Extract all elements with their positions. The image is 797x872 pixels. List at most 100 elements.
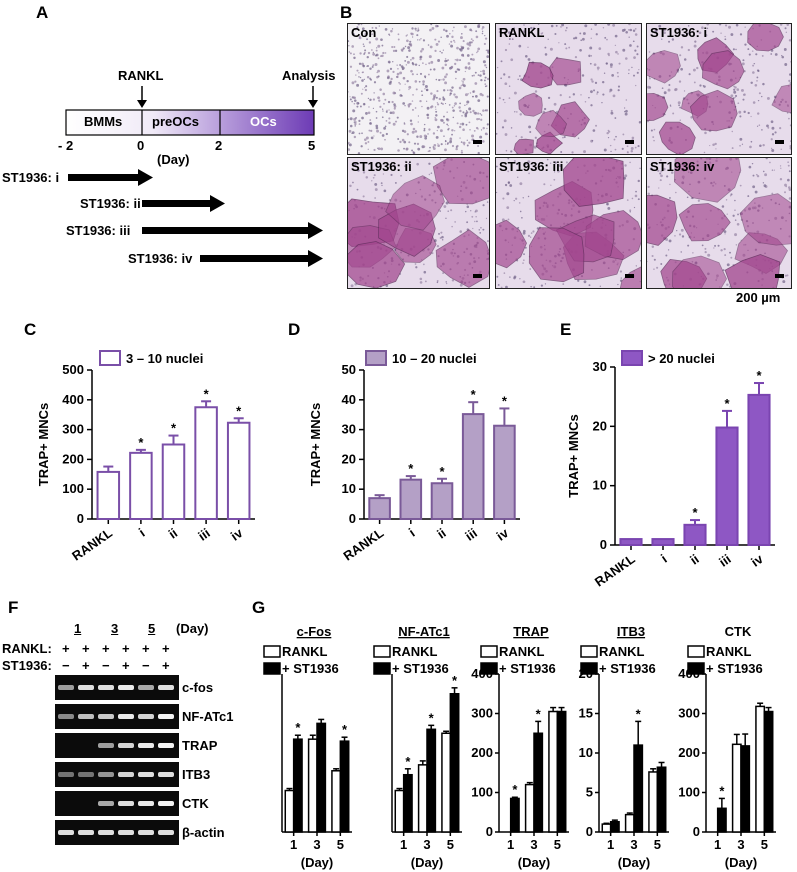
cell-dot <box>610 111 614 115</box>
osteoclast-cell <box>671 255 727 288</box>
cell-dot <box>480 114 483 116</box>
cell-dot <box>442 272 445 275</box>
x-tick-label: 5 <box>447 837 454 852</box>
cell-dot <box>596 93 598 95</box>
cell-dot <box>596 66 600 70</box>
cell-dot <box>397 149 400 152</box>
y-tick-label: 200 <box>62 451 84 466</box>
panel-label-b: B <box>340 3 353 22</box>
cell-dot <box>436 279 439 282</box>
cell-dot <box>372 52 376 56</box>
cell-dot <box>624 110 626 113</box>
cell-dot <box>433 68 436 71</box>
x-tick-label: ii <box>687 551 702 567</box>
cell-dot <box>739 145 741 147</box>
cell-dot <box>779 178 783 181</box>
cell-dot <box>440 102 443 105</box>
cell-dot <box>617 75 619 78</box>
cell-dot <box>788 79 791 83</box>
cell-dot <box>755 173 758 176</box>
cell-dot <box>447 59 450 61</box>
cell-dot <box>629 44 632 47</box>
legend-label: + ST1936 <box>599 661 656 676</box>
cell-dot <box>464 113 468 116</box>
cell-dot <box>558 42 560 44</box>
cell-dot <box>750 81 753 85</box>
cell-dot <box>464 93 468 97</box>
x-tick-label: ii <box>166 525 181 541</box>
cell-dot <box>356 26 359 29</box>
cell-dot <box>476 51 478 54</box>
cell-dot <box>677 101 681 105</box>
significance-marker: * <box>295 720 301 735</box>
micrograph-label: Con <box>351 25 377 40</box>
cell-dot <box>444 81 448 85</box>
cell-dot <box>423 270 427 274</box>
x-tick-label: RANKL <box>592 551 638 589</box>
cell-dot <box>623 107 626 109</box>
cell-dot <box>437 59 441 62</box>
cell-dot <box>447 124 449 127</box>
cell-dot <box>422 62 424 65</box>
cell-dot <box>485 217 488 220</box>
cell-dot <box>352 96 355 99</box>
cell-dot <box>393 107 396 110</box>
cell-dot <box>462 81 464 83</box>
cell-dot <box>707 253 711 257</box>
x-tick-label: 3 <box>737 837 744 852</box>
cell-dot <box>564 43 567 46</box>
legend-label: RANKL <box>499 644 545 659</box>
cell-dot <box>756 69 760 72</box>
cell-dot <box>639 259 641 262</box>
cell-dot <box>765 158 768 160</box>
cell-dot <box>659 158 662 162</box>
cell-dot <box>435 110 438 113</box>
cell-dot <box>416 135 419 138</box>
cell-dot <box>404 105 406 107</box>
cell-dot <box>393 103 396 106</box>
cell-dot <box>788 39 791 42</box>
gel-band <box>158 772 174 777</box>
cell-dot <box>515 135 517 138</box>
day-header-5: 5 <box>148 621 156 636</box>
chart-e: > 20 nuclei TRAP+ MNCs 0 10 20 30 RANKL i * ii * ii… <box>566 350 775 590</box>
rankl-sign: + <box>122 641 130 656</box>
cell-dot <box>348 129 352 133</box>
cell-dot <box>592 129 596 132</box>
gel-band <box>78 830 94 835</box>
cell-dot <box>434 117 436 119</box>
osteoclast-cell <box>432 158 489 205</box>
cell-dot <box>469 92 472 94</box>
cell-dot <box>366 76 370 79</box>
micrograph-label: ST1936: iv <box>650 159 715 174</box>
y-tick-label: 300 <box>62 422 84 437</box>
cell-dot <box>752 174 755 177</box>
cell-dot <box>369 119 372 121</box>
cell-dot <box>471 215 474 218</box>
gel-band <box>78 685 94 690</box>
cell-dot <box>478 229 481 231</box>
cell-dot <box>421 105 423 108</box>
day-header-3: 3 <box>111 621 119 636</box>
cell-dot <box>610 109 613 112</box>
cell-dot <box>740 88 744 92</box>
cell-dot <box>518 44 522 48</box>
cell-dot <box>553 102 557 106</box>
cell-dot <box>394 120 398 123</box>
cell-dot <box>373 135 375 137</box>
cell-dot <box>467 93 469 95</box>
bar <box>609 820 620 833</box>
cell-dot <box>583 150 586 154</box>
cell-dot <box>464 104 466 106</box>
cell-dot <box>397 138 400 141</box>
cell-dot <box>402 102 406 105</box>
x-tick-label: i <box>406 525 418 539</box>
cell-dot <box>528 172 530 175</box>
cell-dot <box>712 30 715 33</box>
cell-dot <box>437 40 441 43</box>
bar <box>651 538 675 546</box>
cell-dot <box>588 284 591 287</box>
cell-dot <box>361 79 364 82</box>
cell-dot <box>351 45 354 48</box>
cell-dot <box>622 133 625 136</box>
